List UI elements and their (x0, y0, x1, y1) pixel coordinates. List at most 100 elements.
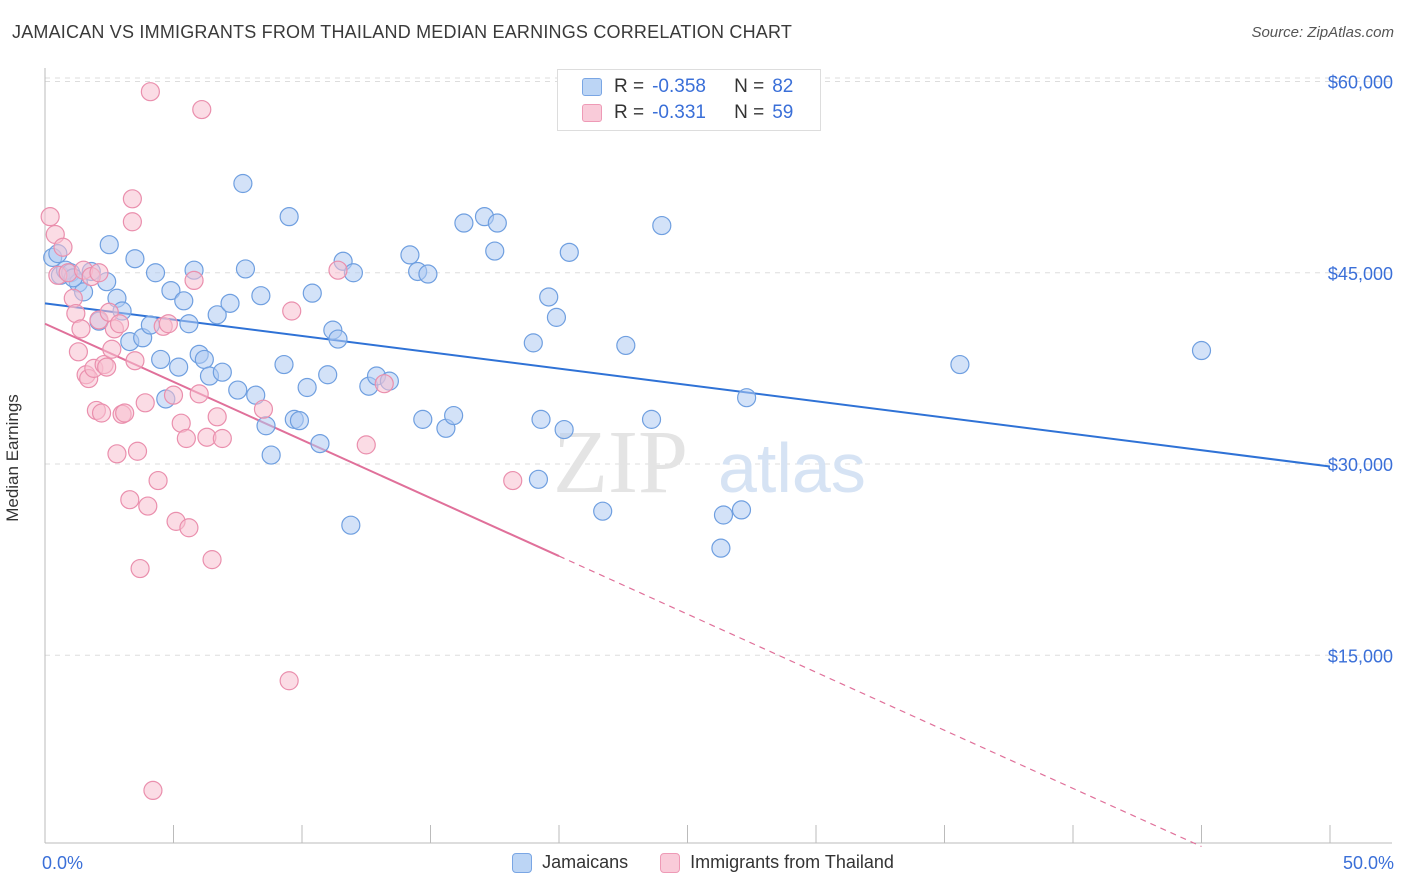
point-jamaicans (731, 500, 752, 520)
point-thailand (120, 490, 140, 510)
x-tick-max: 50.0% (1342, 853, 1394, 873)
point-thailand (91, 403, 112, 423)
legend-swatch-jamaicans (512, 852, 533, 873)
r-label: R = (614, 76, 645, 97)
point-thailand (125, 351, 145, 371)
grid-lines (45, 77, 1392, 656)
point-thailand (68, 342, 89, 362)
stats-legend-row-jamaicans: R = -0.358 N = 82 (582, 75, 793, 99)
point-jamaicans (279, 207, 299, 227)
point-jamaicans (713, 505, 734, 525)
point-thailand (253, 399, 274, 419)
point-thailand (71, 319, 91, 339)
point-thailand (356, 435, 376, 455)
point-jamaicans (251, 286, 271, 306)
legend-item-jamaicans: Jamaicans (512, 852, 628, 873)
legend-label-jamaicans: Jamaicans (542, 852, 629, 872)
legend-swatch-thailand (582, 104, 602, 122)
point-jamaicans (528, 469, 549, 489)
point-jamaicans (559, 242, 579, 262)
point-jamaicans (289, 411, 310, 431)
legend-swatch-thailand (660, 852, 681, 873)
point-thailand (158, 314, 178, 334)
point-thailand (176, 428, 196, 449)
point-jamaicans (444, 405, 464, 426)
axes (44, 68, 1392, 844)
point-jamaicans (950, 354, 970, 375)
x-tick-min: 0.0% (42, 853, 84, 873)
point-jamaicans (233, 173, 253, 194)
point-thailand (192, 99, 212, 120)
y-tick-label: $45,000 (1328, 264, 1393, 284)
point-jamaicans (220, 293, 240, 313)
point-jamaicans (318, 365, 338, 385)
point-thailand (503, 470, 523, 491)
point-jamaicans (174, 291, 194, 311)
point-jamaicans (235, 259, 256, 279)
point-thailand (279, 671, 299, 691)
point-jamaicans (1191, 340, 1212, 361)
point-thailand (163, 385, 184, 405)
data-points (40, 82, 1212, 801)
point-jamaicans (341, 515, 361, 535)
point-jamaicans (523, 333, 543, 353)
r-label: R = (614, 102, 645, 123)
point-jamaicans (454, 213, 474, 233)
point-jamaicans (641, 409, 662, 429)
trend-line-thailand-extension (558, 555, 1202, 848)
point-thailand (202, 550, 222, 570)
n-value: 59 (772, 102, 794, 123)
point-thailand (374, 374, 394, 394)
n-label: N = (734, 102, 765, 123)
chart-title: JAMAICAN VS IMMIGRANTS FROM THAILAND MED… (12, 22, 793, 42)
point-jamaicans (274, 354, 294, 375)
point-jamaicans (400, 245, 420, 265)
r-value: -0.331 (652, 102, 706, 123)
y-axis-label: Median Earnings (3, 394, 22, 522)
point-jamaicans (212, 362, 232, 382)
point-thailand (40, 207, 60, 227)
point-thailand (135, 393, 155, 413)
point-jamaicans (485, 241, 505, 261)
source-label: Source: ZipAtlas.com (1251, 24, 1394, 41)
point-thailand (328, 260, 348, 280)
legend-swatch-jamaicans (582, 78, 602, 96)
point-jamaicans (99, 235, 119, 255)
point-jamaicans (194, 349, 214, 370)
point-jamaicans (151, 349, 171, 370)
n-label: N = (734, 76, 765, 97)
point-jamaicans (261, 445, 281, 465)
n-value: 82 (772, 76, 794, 97)
trend-line-jamaicans (44, 302, 1331, 468)
point-jamaicans (297, 377, 317, 398)
point-jamaicans (310, 434, 330, 454)
point-jamaicans (169, 357, 189, 377)
point-thailand (138, 496, 158, 516)
legend-label-thailand: Immigrants from Thailand (690, 852, 894, 872)
point-jamaicans (125, 249, 145, 269)
point-thailand (130, 558, 150, 579)
point-thailand (207, 407, 227, 427)
point-thailand (127, 441, 148, 461)
watermark: ZIP atlas (553, 413, 866, 512)
point-thailand (97, 357, 117, 377)
watermark-atlas: atlas (718, 429, 866, 507)
y-tick-label: $60,000 (1328, 73, 1393, 93)
point-thailand (148, 470, 168, 491)
point-thailand (140, 82, 160, 102)
point-jamaicans (179, 314, 199, 334)
point-thailand (184, 270, 204, 290)
point-thailand (122, 189, 142, 209)
point-jamaicans (652, 215, 672, 236)
point-jamaicans (302, 283, 322, 303)
point-jamaicans (145, 263, 166, 283)
point-thailand (53, 237, 73, 257)
series-legend: Jamaicans Immigrants from Thailand (0, 852, 1406, 873)
point-jamaicans (554, 419, 574, 440)
point-jamaicans (737, 388, 757, 408)
y-tick-label: $30,000 (1328, 455, 1393, 475)
point-thailand (102, 339, 122, 359)
point-jamaicans (228, 380, 248, 400)
y-tick-label: $15,000 (1328, 646, 1393, 666)
